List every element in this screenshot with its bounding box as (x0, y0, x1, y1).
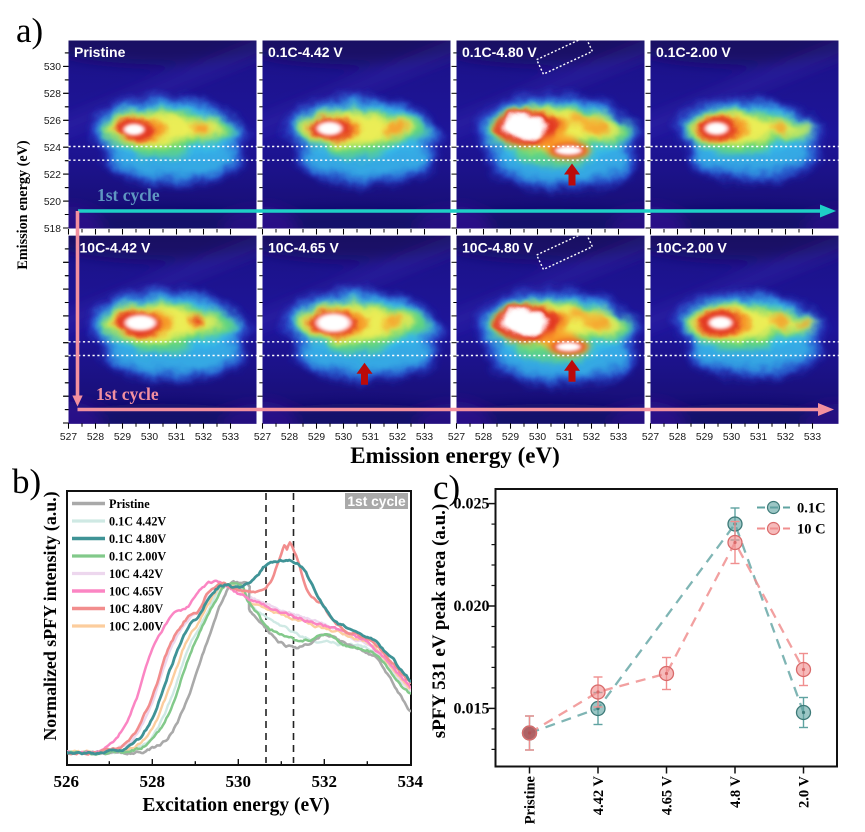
svg-text:Emission energy (eV): Emission energy (eV) (15, 140, 31, 270)
svg-text:530: 530 (44, 62, 61, 73)
svg-text:530: 530 (335, 432, 352, 443)
svg-text:530: 530 (141, 432, 158, 443)
svg-text:Pristine: Pristine (523, 775, 539, 824)
svg-text:0.025: 0.025 (454, 496, 490, 513)
svg-text:0.1C 4.42V: 0.1C 4.42V (109, 515, 166, 529)
svg-text:10C-4.80 V: 10C-4.80 V (462, 239, 533, 255)
svg-text:527: 527 (254, 432, 271, 443)
svg-text:529: 529 (696, 432, 713, 443)
svg-text:522: 522 (44, 170, 61, 181)
svg-text:0.1C 2.00V: 0.1C 2.00V (109, 550, 166, 564)
svg-text:Normalized sPFY intensity (a.u: Normalized sPFY intensity (a.u.) (40, 491, 61, 740)
svg-text:533: 533 (610, 432, 627, 443)
svg-text:0.020: 0.020 (454, 598, 490, 615)
svg-text:532: 532 (777, 432, 794, 443)
svg-text:0.1C 4.80V: 0.1C 4.80V (109, 532, 166, 546)
svg-text:0.015: 0.015 (454, 700, 490, 717)
svg-text:530: 530 (529, 432, 546, 443)
svg-text:531: 531 (362, 432, 379, 443)
svg-text:c): c) (433, 468, 460, 507)
svg-text:0.1C-2.00 V: 0.1C-2.00 V (656, 44, 731, 60)
svg-text:530: 530 (723, 432, 740, 443)
svg-text:10C 2.00V: 10C 2.00V (109, 620, 163, 634)
svg-text:530: 530 (226, 772, 252, 791)
svg-text:10C 4.65V: 10C 4.65V (109, 585, 163, 599)
svg-text:532: 532 (312, 772, 338, 791)
svg-text:Excitation energy (eV): Excitation energy (eV) (142, 795, 329, 816)
svg-text:526: 526 (44, 116, 61, 127)
svg-text:0.1C-4.80 V: 0.1C-4.80 V (462, 44, 537, 60)
svg-text:533: 533 (416, 432, 433, 443)
svg-text:2.0 V: 2.0 V (797, 775, 813, 807)
svg-text:529: 529 (308, 432, 325, 443)
svg-text:532: 532 (389, 432, 406, 443)
svg-text:Pristine: Pristine (74, 44, 126, 60)
svg-text:533: 533 (222, 432, 239, 443)
svg-text:532: 532 (583, 432, 600, 443)
svg-text:Pristine: Pristine (109, 497, 150, 511)
svg-text:524: 524 (44, 143, 61, 154)
svg-text:528: 528 (44, 89, 61, 100)
svg-text:10C-2.00 V: 10C-2.00 V (656, 239, 727, 255)
svg-text:520: 520 (44, 197, 61, 208)
svg-text:518: 518 (44, 224, 61, 235)
svg-text:4.65 V: 4.65 V (660, 775, 676, 815)
svg-text:528: 528 (475, 432, 492, 443)
svg-text:528: 528 (669, 432, 686, 443)
svg-text:0.1C: 0.1C (797, 501, 826, 517)
svg-text:531: 531 (168, 432, 185, 443)
svg-text:527: 527 (642, 432, 659, 443)
svg-text:528: 528 (281, 432, 298, 443)
svg-text:1st cycle: 1st cycle (97, 185, 160, 205)
svg-text:533: 533 (804, 432, 821, 443)
svg-text:10C-4.42 V: 10C-4.42 V (80, 239, 151, 255)
svg-text:1st cycle: 1st cycle (96, 384, 159, 404)
svg-text:10C 4.80V: 10C 4.80V (109, 602, 163, 616)
svg-text:4.8 V: 4.8 V (728, 775, 744, 807)
svg-text:4.42 V: 4.42 V (591, 775, 607, 815)
svg-text:10C 4.42V: 10C 4.42V (109, 567, 163, 581)
svg-text:1st cycle: 1st cycle (347, 494, 406, 509)
svg-text:527: 527 (448, 432, 465, 443)
svg-text:529: 529 (502, 432, 519, 443)
svg-text:528: 528 (140, 772, 166, 791)
svg-text:531: 531 (750, 432, 767, 443)
svg-text:529: 529 (114, 432, 131, 443)
svg-text:b): b) (12, 462, 41, 501)
svg-text:10C-4.65 V: 10C-4.65 V (268, 239, 339, 255)
svg-text:531: 531 (556, 432, 573, 443)
svg-text:526: 526 (54, 772, 80, 791)
svg-text:0.1C-4.42 V: 0.1C-4.42 V (268, 44, 343, 60)
svg-text:Emission energy (eV): Emission energy (eV) (350, 443, 560, 468)
svg-text:sPFY 531 eV peak area (a.u.): sPFY 531 eV peak area (a.u.) (429, 504, 450, 739)
svg-text:527: 527 (60, 432, 77, 443)
svg-text:a): a) (16, 11, 43, 50)
svg-text:528: 528 (87, 432, 104, 443)
svg-text:532: 532 (195, 432, 212, 443)
svg-text:534: 534 (398, 772, 424, 791)
svg-text:10 C: 10 C (797, 522, 826, 538)
